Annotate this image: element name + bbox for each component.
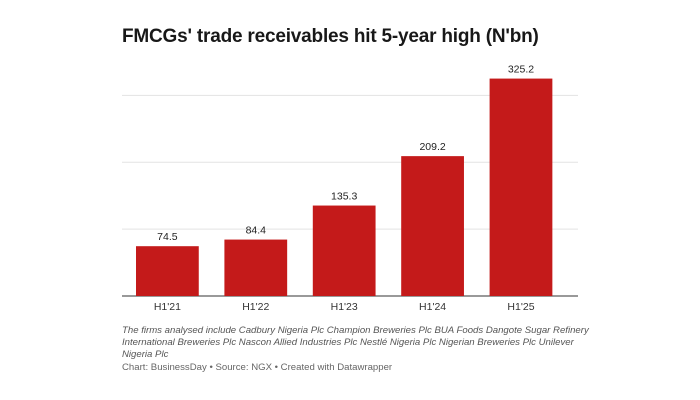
value-label: 135.3 xyxy=(331,191,357,203)
chart-title: FMCGs' trade receivables hit 5-year high… xyxy=(122,26,539,47)
x-tick-label: H1'22 xyxy=(242,301,269,313)
x-tick-label: H1'21 xyxy=(154,301,181,313)
x-tick-labels-group: H1'21 H1'22 H1'23 H1'24 H1'25 xyxy=(154,301,535,313)
bar-h122 xyxy=(224,239,288,296)
value-label: 84.4 xyxy=(246,225,267,237)
bar-h125 xyxy=(489,78,553,297)
bar-h124 xyxy=(401,156,464,296)
x-tick-label: H1'23 xyxy=(331,301,358,313)
value-labels-group: 74.5 84.4 135.3 209.2 325.2 xyxy=(157,64,534,244)
bars-group xyxy=(136,78,553,297)
value-label: 325.2 xyxy=(508,64,534,76)
value-label: 74.5 xyxy=(157,231,178,243)
bar-h123 xyxy=(312,205,376,296)
chart-note: The firms analysed include Cadbury Niger… xyxy=(122,325,589,360)
x-tick-label: H1'24 xyxy=(419,301,446,313)
value-label: 209.2 xyxy=(419,141,445,153)
chart-source: Chart: BusinessDay • Source: NGX • Creat… xyxy=(122,362,393,373)
bar-h121 xyxy=(136,246,199,296)
x-tick-label: H1'25 xyxy=(507,301,534,313)
